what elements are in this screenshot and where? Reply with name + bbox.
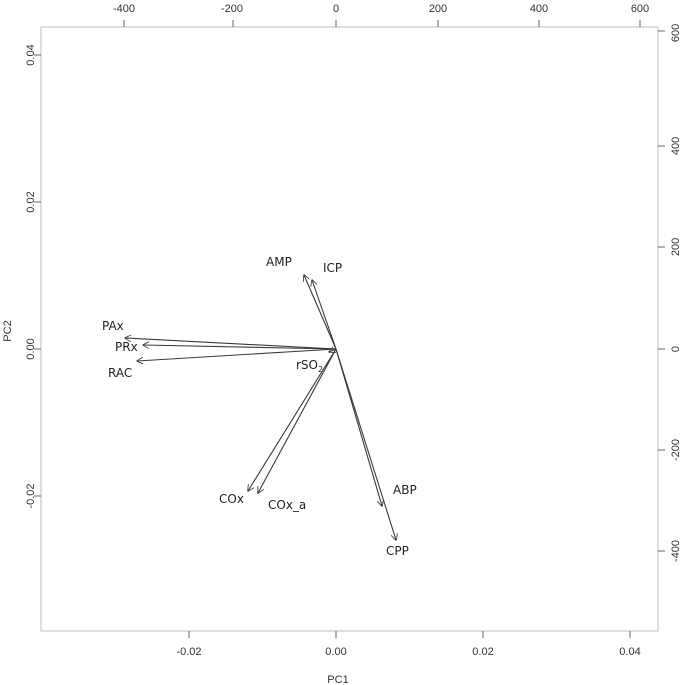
bottom-tick-label: 0.00 xyxy=(325,646,346,658)
label-cox-a: COx_a xyxy=(268,498,306,512)
x-axis-title: PC1 xyxy=(327,674,348,685)
loading-arrows xyxy=(125,275,396,540)
right-tick-label: 400 xyxy=(670,137,682,155)
left-tick-label: 0.00 xyxy=(25,338,37,359)
right-tick-label: 200 xyxy=(670,238,682,256)
label-rso2-subscript: 2 xyxy=(318,365,323,374)
top-tick-label: 0 xyxy=(333,3,339,15)
left-axis xyxy=(34,54,41,497)
arrow-pax xyxy=(125,338,337,350)
top-tick-label: -400 xyxy=(113,3,135,15)
label-rac: RAC xyxy=(108,366,132,380)
right-axis xyxy=(658,30,665,552)
left-tick-label: -0.02 xyxy=(25,483,37,508)
label-abp: ABP xyxy=(393,483,417,497)
top-tick-label: 400 xyxy=(530,3,548,15)
bottom-tick-label: -0.02 xyxy=(176,646,201,658)
bottom-tick-label: 0.04 xyxy=(619,646,640,658)
right-tick-label: -400 xyxy=(670,540,682,562)
top-tick-label: 600 xyxy=(631,3,649,15)
top-tick-label: 200 xyxy=(429,3,447,15)
arrow-cox-a xyxy=(258,348,337,493)
arrow-rso2 xyxy=(329,349,337,352)
label-cox: COx xyxy=(219,492,244,506)
label-rso2: rSO2 xyxy=(296,358,323,374)
left-tick-label: 0.02 xyxy=(25,191,37,212)
label-prx: PRx xyxy=(115,340,138,354)
label-amp: AMP xyxy=(266,255,292,269)
arrow-rac xyxy=(137,348,337,361)
label-rso2-main: rSO xyxy=(296,358,318,372)
top-tick-label: -200 xyxy=(221,3,243,15)
label-pax: PAx xyxy=(102,319,124,333)
right-tick-label: -200 xyxy=(670,439,682,461)
label-icp: ICP xyxy=(323,261,342,275)
bottom-tick-label: 0.02 xyxy=(472,646,493,658)
arrow-prx xyxy=(143,345,337,350)
arrow-icp xyxy=(312,280,337,350)
plot-frame xyxy=(40,26,659,632)
arrow-cox xyxy=(248,348,337,491)
bottom-axis xyxy=(188,631,631,638)
left-tick-label: 0.04 xyxy=(25,44,37,65)
arrow-cpp xyxy=(335,348,396,540)
y-axis-title: PC2 xyxy=(2,320,14,341)
top-axis xyxy=(123,20,641,27)
arrow-amp xyxy=(304,275,337,350)
right-tick-label: 0 xyxy=(670,346,682,352)
right-tick-label: 600 xyxy=(670,24,682,42)
label-cpp: CPP xyxy=(386,544,409,558)
